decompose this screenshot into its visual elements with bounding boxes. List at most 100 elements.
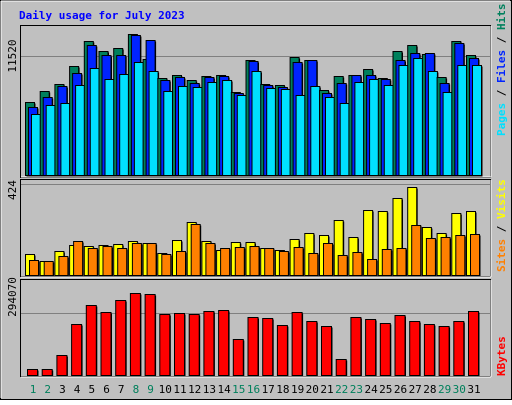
y-tick-label-hits: 11520 (6, 39, 19, 72)
bar-pages-day-6 (104, 79, 115, 176)
legend-kbytes: KBytes (495, 336, 508, 376)
bar-kbytes-day-19 (291, 312, 303, 376)
x-tick-label-day-27: 27 (409, 383, 422, 396)
bar-pages-day-26 (398, 65, 409, 176)
bar-pages-day-11 (178, 86, 188, 176)
x-tick-label-day-11: 11 (173, 383, 186, 396)
bar-pages-day-9 (148, 71, 159, 176)
bar-pages-day-7 (119, 74, 130, 176)
bar-pages-day-27 (413, 58, 424, 176)
bar-sites-day-30 (455, 235, 466, 276)
bar-kbytes-day-16 (247, 317, 259, 376)
bar-pages-day-30 (457, 65, 468, 176)
y-tick-label-visits: 424 (6, 180, 19, 200)
bar-pages-day-1 (31, 114, 41, 176)
bar-sites-day-12 (190, 224, 201, 276)
legend-pages: Pages (495, 103, 508, 136)
x-tick-label-day-31: 31 (467, 383, 480, 396)
x-axis-day-labels: 1 2 3 4 5 6 7 8 9 10 11 12 13 14 15 16 17 18 19 20 21 22 23 24 2… (30, 383, 481, 396)
legend-hits-files-pages: Pages / Files / Hits (495, 4, 508, 137)
bars-layer (21, 34, 490, 377)
legend-files: Files (495, 50, 508, 83)
x-tick-label-day-26: 26 (394, 383, 407, 396)
bar-sites-day-7 (117, 248, 128, 276)
bar-sites-day-6 (102, 246, 113, 276)
chart-title: Daily usage for July 2023 (19, 9, 185, 22)
bar-kbytes-day-21 (321, 326, 332, 376)
legend-visits: Visits (495, 179, 508, 219)
bar-sites-day-15 (234, 247, 245, 276)
bar-kbytes-day-29 (438, 326, 450, 376)
x-tick-label-day-12: 12 (188, 383, 201, 396)
bar-pages-day-23 (354, 82, 365, 176)
x-tick-label-day-30: 30 (453, 383, 466, 396)
bar-sites-day-31 (470, 234, 480, 276)
x-tick-label-day-29: 29 (438, 383, 451, 396)
bar-pages-day-21 (325, 97, 335, 176)
x-tick-label-day-8: 8 (133, 383, 140, 396)
bar-kbytes-day-6 (100, 312, 112, 376)
legend-sites-visits: Sites / Visits (495, 179, 508, 272)
bar-sites-day-20 (308, 253, 319, 276)
bar-sites-day-28 (425, 238, 436, 276)
bar-kbytes-day-26 (394, 315, 406, 376)
bar-pages-day-17 (266, 88, 277, 176)
bar-kbytes-day-28 (423, 324, 435, 376)
bar-kbytes-day-5 (85, 305, 97, 376)
bar-sites-day-17 (264, 248, 275, 276)
bar-kbytes-day-9 (144, 294, 156, 376)
legend-hits: Hits (495, 4, 508, 31)
bar-kbytes-day-18 (276, 325, 288, 376)
bar-kbytes-day-4 (71, 324, 83, 376)
bar-kbytes-day-13 (203, 311, 215, 376)
bar-sites-day-11 (176, 251, 186, 276)
bar-pages-day-10 (163, 91, 174, 176)
x-tick-label-day-5: 5 (88, 383, 95, 396)
bar-sites-day-13 (205, 243, 216, 276)
bar-sites-day-5 (87, 248, 98, 276)
bar-kbytes-day-14 (218, 310, 230, 376)
bar-pages-day-4 (75, 85, 86, 176)
bar-pages-day-18 (280, 89, 291, 176)
x-tick-label-day-23: 23 (350, 383, 363, 396)
bar-kbytes-day-15 (232, 339, 244, 376)
bar-pages-day-19 (295, 95, 306, 176)
bar-pages-day-5 (89, 68, 100, 176)
bar-pages-day-16 (251, 71, 262, 176)
bar-sites-day-23 (352, 252, 363, 276)
bar-sites-day-19 (293, 247, 304, 276)
bar-kbytes-day-3 (56, 355, 68, 376)
bar-pages-day-8 (133, 62, 144, 176)
x-tick-label-day-22: 22 (335, 383, 348, 396)
x-tick-label-day-25: 25 (379, 383, 392, 396)
bar-sites-day-21 (323, 243, 333, 276)
bar-sites-day-2 (43, 261, 54, 276)
y-tick-label-kbytes: 294070 (6, 277, 19, 317)
bar-pages-day-25 (383, 85, 394, 176)
bar-sites-day-1 (29, 260, 39, 276)
bar-kbytes-day-22 (335, 359, 347, 376)
bar-pages-day-28 (427, 71, 438, 176)
x-tick-label-day-15: 15 (232, 383, 245, 396)
x-tick-label-day-4: 4 (74, 383, 81, 396)
x-tick-label-day-6: 6 (103, 383, 110, 396)
bar-pages-day-29 (442, 92, 453, 176)
bar-sites-day-3 (58, 256, 69, 276)
bar-sites-day-25 (381, 249, 392, 276)
x-tick-label-day-28: 28 (423, 383, 436, 396)
bar-kbytes-day-24 (365, 319, 377, 376)
bar-kbytes-day-10 (159, 314, 171, 376)
bar-sites-day-27 (411, 225, 422, 276)
x-tick-label-day-24: 24 (364, 383, 378, 396)
bar-sites-day-9 (146, 243, 157, 276)
x-tick-label-day-2: 2 (44, 383, 51, 396)
bar-kbytes-day-17 (262, 318, 274, 376)
bar-kbytes-day-23 (350, 317, 362, 376)
x-tick-label-day-13: 13 (203, 383, 216, 396)
x-tick-label-day-14: 14 (217, 383, 231, 396)
bar-sites-day-18 (278, 251, 289, 276)
bar-sites-day-8 (131, 243, 142, 276)
x-tick-label-day-1: 1 (30, 383, 37, 396)
bar-kbytes-day-30 (453, 321, 465, 376)
